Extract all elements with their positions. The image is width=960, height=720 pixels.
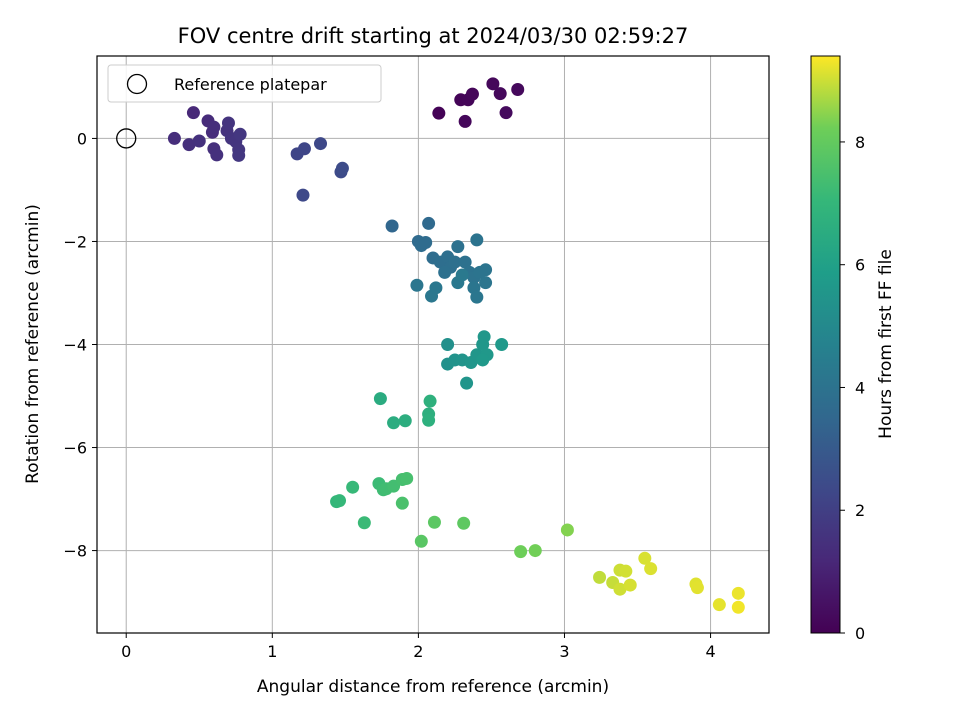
data-point <box>346 480 360 494</box>
y-axis-label: Rotation from reference (arcmin) <box>23 204 43 484</box>
data-point <box>373 392 387 406</box>
data-point <box>414 534 428 548</box>
legend: Reference platepar <box>107 64 382 103</box>
data-point <box>427 515 441 529</box>
colorbar-tick-label: 6 <box>855 256 865 275</box>
data-point <box>593 570 607 584</box>
data-point <box>186 106 200 120</box>
data-point <box>470 290 484 304</box>
data-point <box>477 330 491 344</box>
data-point <box>232 148 246 162</box>
x-tick-label: 3 <box>559 642 569 661</box>
data-point <box>419 235 433 249</box>
x-tick-label: 2 <box>413 642 423 661</box>
data-point <box>458 255 472 269</box>
data-point <box>465 87 479 101</box>
data-point <box>387 416 401 430</box>
x-axis-label: Angular distance from reference (arcmin) <box>257 677 609 697</box>
data-point <box>207 120 221 134</box>
data-point <box>479 263 493 277</box>
data-point <box>422 413 436 427</box>
data-point <box>395 496 409 510</box>
data-point <box>410 278 424 292</box>
data-point <box>192 134 206 148</box>
y-tick-label: 0 <box>77 129 87 148</box>
colorbar: 0 2 4 6 8 Hours from first FF file <box>810 55 896 643</box>
chart-title: FOV centre drift starting at 2024/03/30 … <box>178 24 689 48</box>
data-point <box>387 479 401 493</box>
data-point <box>476 353 490 367</box>
legend-marker-open-circle <box>126 73 148 95</box>
data-point <box>514 545 528 559</box>
data-point <box>432 106 446 120</box>
data-point <box>731 600 745 614</box>
x-tick-label: 4 <box>705 642 715 661</box>
colorbar-tick-label: 8 <box>855 133 865 152</box>
y-axis-ticks: 0 −2 −4 −6 −8 <box>63 129 97 561</box>
data-point <box>398 414 412 428</box>
grid-lines <box>97 56 769 633</box>
data-points <box>167 77 745 614</box>
data-point <box>385 219 399 233</box>
data-point <box>623 578 637 592</box>
data-point <box>457 516 471 530</box>
data-point <box>455 268 469 282</box>
colorbar-gradient <box>810 55 841 634</box>
data-point <box>528 544 542 558</box>
data-point <box>458 114 472 128</box>
data-point <box>429 281 443 295</box>
data-point <box>441 338 455 351</box>
data-point <box>357 516 371 530</box>
data-point <box>495 338 509 351</box>
data-point <box>560 523 574 537</box>
data-point <box>511 82 525 96</box>
data-point <box>314 137 328 151</box>
data-point <box>486 77 500 91</box>
data-point <box>448 255 462 269</box>
colorbar-tick-label: 0 <box>855 624 865 643</box>
data-point <box>493 87 507 101</box>
reference-point <box>116 128 137 149</box>
data-point <box>451 240 465 254</box>
data-point <box>233 127 247 141</box>
data-point <box>221 116 235 130</box>
data-point <box>422 216 436 230</box>
data-point <box>297 142 311 156</box>
data-point <box>613 582 627 596</box>
data-point <box>210 148 224 162</box>
y-tick-label: −4 <box>63 336 87 355</box>
y-tick-label: −6 <box>63 439 87 458</box>
data-point <box>619 564 633 578</box>
data-point <box>423 394 437 408</box>
data-point <box>690 581 704 595</box>
colorbar-tick-label: 4 <box>855 378 865 397</box>
data-point <box>499 106 513 120</box>
colorbar-ticks: 0 2 4 6 8 <box>840 133 865 643</box>
y-tick-label: −2 <box>63 232 87 251</box>
data-point <box>479 276 493 290</box>
data-point <box>182 138 196 152</box>
data-point <box>470 233 484 247</box>
data-point <box>712 598 726 612</box>
colorbar-tick-label: 2 <box>855 501 865 520</box>
data-point <box>438 265 452 279</box>
x-axis-ticks: 0 1 2 3 4 <box>121 633 716 661</box>
data-point <box>167 131 181 145</box>
data-point <box>460 376 474 390</box>
data-point <box>638 551 652 565</box>
colorbar-label: Hours from first FF file <box>876 249 896 439</box>
data-point <box>731 586 745 600</box>
legend-box <box>107 64 382 103</box>
data-point <box>644 562 658 576</box>
legend-label: Reference platepar <box>174 75 327 94</box>
x-tick-label: 1 <box>267 642 277 661</box>
data-point <box>335 161 349 175</box>
y-tick-label: −8 <box>63 542 87 561</box>
data-point <box>333 494 347 508</box>
data-point <box>296 188 310 202</box>
reference-marker <box>116 128 137 149</box>
x-tick-label: 0 <box>121 642 131 661</box>
data-point <box>400 471 414 485</box>
